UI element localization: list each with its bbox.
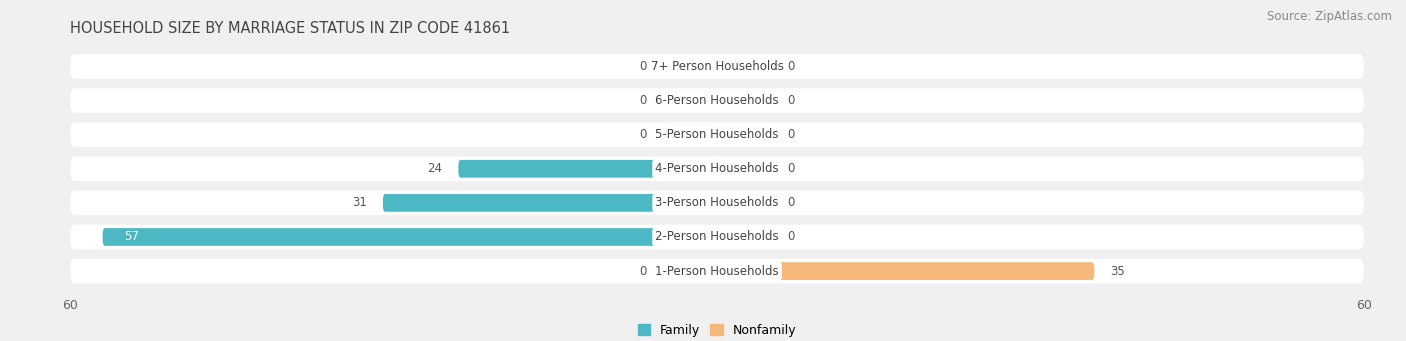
Text: 0: 0 xyxy=(640,265,647,278)
Text: 0: 0 xyxy=(787,196,794,209)
Text: 0: 0 xyxy=(640,60,647,73)
Text: 0: 0 xyxy=(640,128,647,141)
Text: 4-Person Households: 4-Person Households xyxy=(655,162,779,175)
FancyBboxPatch shape xyxy=(70,54,1364,79)
Text: 0: 0 xyxy=(787,60,794,73)
Legend: Family, Nonfamily: Family, Nonfamily xyxy=(633,319,801,341)
Text: 24: 24 xyxy=(427,162,441,175)
Text: 2-Person Households: 2-Person Households xyxy=(655,231,779,243)
FancyBboxPatch shape xyxy=(70,225,1364,249)
FancyBboxPatch shape xyxy=(664,262,717,280)
FancyBboxPatch shape xyxy=(70,191,1364,215)
Text: 3-Person Households: 3-Person Households xyxy=(655,196,779,209)
FancyBboxPatch shape xyxy=(103,228,717,246)
FancyBboxPatch shape xyxy=(70,122,1364,147)
Text: 0: 0 xyxy=(787,128,794,141)
Text: 1-Person Households: 1-Person Households xyxy=(655,265,779,278)
FancyBboxPatch shape xyxy=(717,58,770,75)
FancyBboxPatch shape xyxy=(664,92,717,109)
FancyBboxPatch shape xyxy=(70,259,1364,283)
Text: 0: 0 xyxy=(787,162,794,175)
FancyBboxPatch shape xyxy=(382,194,717,212)
FancyBboxPatch shape xyxy=(717,228,770,246)
FancyBboxPatch shape xyxy=(664,126,717,144)
Text: 7+ Person Households: 7+ Person Households xyxy=(651,60,783,73)
FancyBboxPatch shape xyxy=(717,194,770,212)
FancyBboxPatch shape xyxy=(717,262,1094,280)
Text: HOUSEHOLD SIZE BY MARRIAGE STATUS IN ZIP CODE 41861: HOUSEHOLD SIZE BY MARRIAGE STATUS IN ZIP… xyxy=(70,21,510,36)
Text: 35: 35 xyxy=(1111,265,1125,278)
FancyBboxPatch shape xyxy=(717,160,770,178)
Text: 0: 0 xyxy=(787,94,794,107)
Text: 6-Person Households: 6-Person Households xyxy=(655,94,779,107)
Text: 5-Person Households: 5-Person Households xyxy=(655,128,779,141)
Text: Source: ZipAtlas.com: Source: ZipAtlas.com xyxy=(1267,10,1392,23)
Text: 0: 0 xyxy=(640,94,647,107)
FancyBboxPatch shape xyxy=(70,157,1364,181)
FancyBboxPatch shape xyxy=(717,126,770,144)
Text: 57: 57 xyxy=(124,231,139,243)
Text: 0: 0 xyxy=(787,231,794,243)
FancyBboxPatch shape xyxy=(717,92,770,109)
FancyBboxPatch shape xyxy=(458,160,717,178)
FancyBboxPatch shape xyxy=(664,58,717,75)
FancyBboxPatch shape xyxy=(70,88,1364,113)
Text: 31: 31 xyxy=(352,196,367,209)
